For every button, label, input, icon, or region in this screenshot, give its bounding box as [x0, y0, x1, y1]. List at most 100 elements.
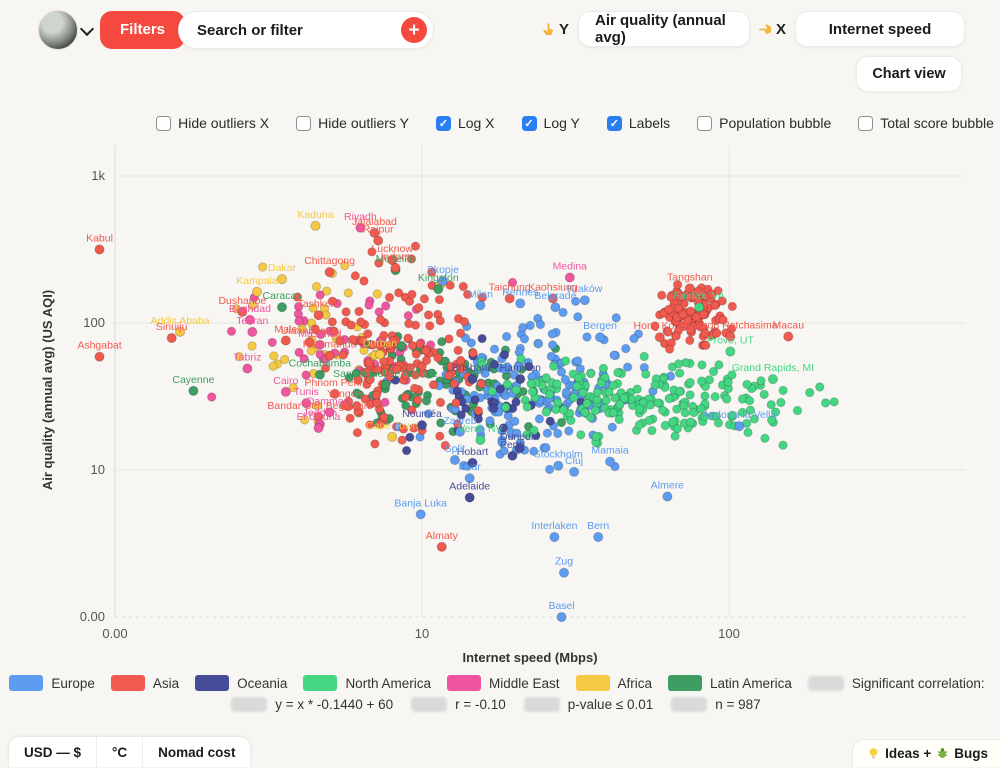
city-point[interactable] — [440, 440, 450, 451]
city-point[interactable] — [564, 272, 575, 283]
city-point[interactable] — [467, 373, 478, 385]
city-point[interactable] — [415, 509, 426, 520]
city-point[interactable] — [672, 280, 683, 290]
city-point[interactable] — [310, 220, 321, 231]
city-point[interactable] — [433, 353, 443, 363]
city-point[interactable] — [406, 254, 417, 264]
city-point[interactable] — [458, 281, 468, 292]
city-point[interactable] — [829, 397, 839, 407]
city-point[interactable] — [473, 406, 484, 416]
city-point[interactable] — [416, 420, 428, 431]
city-point[interactable] — [454, 426, 466, 437]
checkbox-box[interactable]: ✓ — [521, 115, 537, 131]
city-point[interactable] — [400, 370, 410, 380]
city-point[interactable] — [327, 317, 337, 327]
city-point[interactable] — [437, 275, 448, 287]
city-point[interactable] — [676, 292, 686, 302]
city-point[interactable] — [226, 326, 237, 336]
city-point[interactable] — [462, 289, 473, 300]
city-point[interactable] — [413, 395, 423, 405]
city-point[interactable] — [381, 301, 391, 311]
city-point[interactable] — [507, 277, 518, 288]
city-point[interactable] — [629, 333, 639, 344]
city-point[interactable] — [435, 316, 445, 326]
city-point[interactable] — [315, 349, 325, 360]
city-point[interactable] — [338, 350, 348, 360]
city-point[interactable] — [725, 331, 736, 342]
city-point[interactable] — [723, 377, 733, 387]
city-point[interactable] — [558, 567, 570, 578]
city-point[interactable] — [644, 415, 654, 426]
city-point[interactable] — [425, 321, 435, 331]
city-point[interactable] — [487, 386, 497, 396]
city-point[interactable] — [384, 292, 395, 303]
city-point[interactable] — [591, 431, 601, 442]
city-point[interactable] — [759, 389, 769, 400]
city-point[interactable] — [464, 492, 475, 503]
city-point[interactable] — [718, 315, 728, 325]
city-point[interactable] — [684, 283, 695, 294]
city-point[interactable] — [544, 389, 555, 400]
city-point[interactable] — [727, 301, 737, 312]
city-point[interactable] — [657, 405, 668, 415]
city-point[interactable] — [622, 362, 633, 372]
legend-item-latin-america[interactable]: Latin America — [668, 675, 792, 691]
city-point[interactable] — [745, 405, 756, 415]
city-point[interactable] — [453, 345, 463, 356]
city-point[interactable] — [456, 410, 466, 420]
city-point[interactable] — [516, 354, 526, 364]
checkbox-box[interactable] — [858, 115, 874, 131]
city-point[interactable] — [373, 235, 384, 246]
city-point[interactable] — [541, 443, 551, 453]
city-point[interactable] — [475, 434, 486, 446]
checkbox-population-bubble[interactable]: Population bubble — [697, 115, 831, 131]
city-point[interactable] — [352, 428, 363, 438]
city-point[interactable] — [566, 415, 576, 426]
city-point[interactable] — [569, 392, 579, 403]
city-point[interactable] — [693, 286, 703, 296]
city-point[interactable] — [410, 241, 421, 251]
city-point[interactable] — [534, 414, 545, 424]
checkbox-total-score-bubble[interactable]: Total score bubble — [858, 115, 994, 131]
city-point[interactable] — [541, 373, 551, 383]
city-point[interactable] — [407, 405, 417, 415]
city-point[interactable] — [276, 302, 288, 313]
city-point[interactable] — [353, 375, 363, 385]
city-point[interactable] — [414, 303, 424, 313]
city-point[interactable] — [708, 366, 719, 377]
city-point[interactable] — [294, 347, 304, 358]
city-point[interactable] — [610, 393, 620, 403]
city-point[interactable] — [346, 320, 356, 330]
city-point[interactable] — [427, 267, 437, 277]
city-point[interactable] — [94, 244, 105, 255]
city-point[interactable] — [663, 327, 673, 337]
x-metric-select[interactable]: Internet speed — [795, 11, 965, 47]
city-point[interactable] — [363, 329, 373, 339]
city-point[interactable] — [367, 247, 377, 257]
y-metric-select[interactable]: Air quality (annual avg) — [577, 11, 750, 47]
city-point[interactable] — [329, 388, 340, 399]
city-point[interactable] — [576, 430, 586, 440]
city-point[interactable] — [650, 380, 660, 390]
city-point[interactable] — [464, 473, 475, 484]
city-point[interactable] — [722, 394, 732, 404]
city-point[interactable] — [434, 295, 445, 305]
city-point[interactable] — [778, 440, 788, 450]
city-point[interactable] — [397, 435, 407, 445]
city-point[interactable] — [390, 262, 401, 273]
city-point[interactable] — [668, 417, 678, 427]
city-point[interactable] — [467, 457, 478, 468]
city-point[interactable] — [686, 306, 696, 316]
city-point[interactable] — [560, 374, 571, 385]
city-point[interactable] — [546, 351, 556, 362]
city-point[interactable] — [743, 427, 753, 438]
city-point[interactable] — [372, 398, 382, 408]
city-point[interactable] — [501, 331, 512, 342]
city-point[interactable] — [356, 317, 366, 327]
city-point[interactable] — [423, 409, 434, 419]
checkbox-box[interactable]: ✓ — [435, 115, 451, 131]
city-point[interactable] — [446, 361, 456, 372]
city-point[interactable] — [444, 334, 454, 344]
city-point[interactable] — [394, 288, 404, 298]
search-bar[interactable]: + — [178, 11, 434, 49]
